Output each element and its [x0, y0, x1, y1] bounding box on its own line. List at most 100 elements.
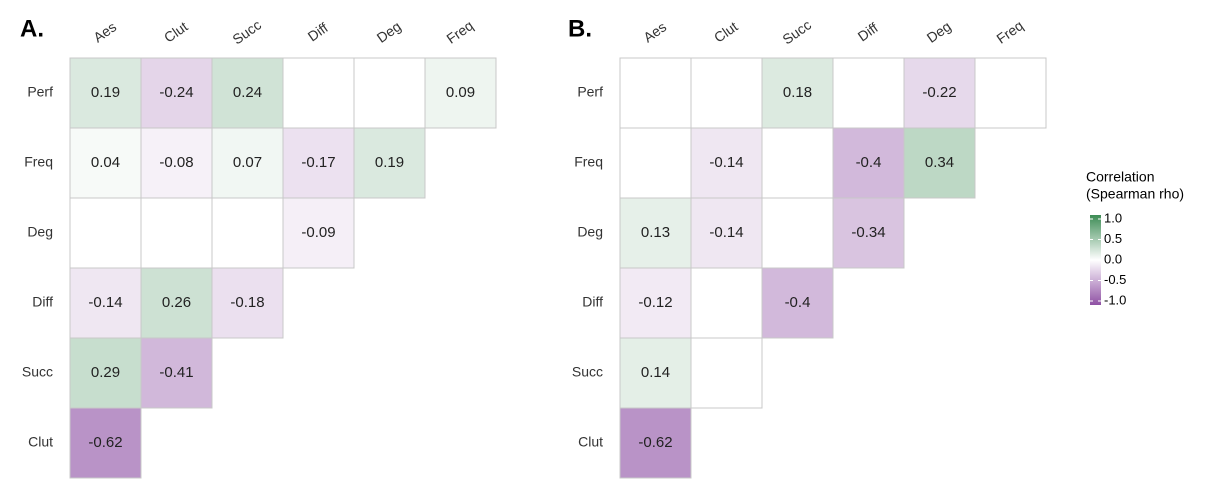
x-tick-label: Aes — [90, 18, 119, 45]
y-tick-label: Freq — [574, 154, 603, 170]
cell-label: -0.62 — [88, 434, 122, 451]
heatmap-cell — [619, 57, 692, 129]
heatmap-cell — [761, 267, 834, 339]
cell-label: -0.18 — [230, 294, 264, 311]
heatmap-cell — [761, 57, 834, 129]
heatmap-cell — [690, 127, 763, 199]
heatmap-cell — [211, 197, 284, 269]
cell-label: -0.17 — [301, 154, 335, 171]
x-tick-label: Diff — [305, 19, 331, 44]
y-tick-label: Succ — [572, 364, 603, 380]
cell-label: 0.19 — [91, 84, 120, 101]
colorbar-tick-label: 0.5 — [1104, 231, 1122, 246]
heatmap-cell — [832, 197, 905, 269]
cell-label: -0.62 — [638, 434, 672, 451]
heatmap-cell — [282, 197, 355, 269]
heatmap-cell — [974, 57, 1047, 129]
heatmap-cell — [619, 337, 692, 409]
cell-label: 0.13 — [641, 224, 670, 241]
heatmap-cell — [619, 197, 692, 269]
cell-label: 0.29 — [91, 364, 120, 381]
heatmap-cell — [832, 57, 905, 129]
heatmap-cell — [140, 337, 213, 409]
x-tick-label: Aes — [640, 18, 669, 45]
cell-label: 0.04 — [91, 154, 120, 171]
x-tick-label: Clut — [161, 18, 191, 45]
heatmap-cell — [282, 127, 355, 199]
cell-label: -0.4 — [785, 294, 811, 311]
x-tick-label: Diff — [855, 19, 881, 44]
cell-label: -0.4 — [856, 154, 882, 171]
x-tick-label: Deg — [924, 18, 954, 46]
y-tick-label: Succ — [22, 364, 53, 380]
heatmap-cell — [690, 337, 763, 409]
x-tick-label: Deg — [374, 18, 404, 46]
cell-label: 0.07 — [233, 154, 262, 171]
y-tick-label: Perf — [27, 84, 53, 100]
panel-label: A. — [20, 15, 44, 42]
heatmap-cell — [761, 197, 834, 269]
x-tick-label: Freq — [443, 17, 476, 47]
colorbar-tick-label: -0.5 — [1104, 272, 1126, 287]
heatmap-cell — [282, 57, 355, 129]
cell-label: 0.14 — [641, 364, 670, 381]
legend-title: Correlation — [1086, 169, 1154, 185]
heatmap-cell — [140, 267, 213, 339]
heatmap-cell — [140, 127, 213, 199]
heatmap-cell — [140, 57, 213, 129]
y-tick-label: Diff — [582, 294, 603, 310]
y-tick-label: Deg — [577, 224, 603, 240]
heatmap-cell — [619, 267, 692, 339]
y-tick-label: Clut — [28, 434, 53, 450]
heatmap-cell — [619, 127, 692, 199]
cell-label: -0.09 — [301, 224, 335, 241]
y-tick-label: Deg — [27, 224, 53, 240]
cell-label: -0.24 — [159, 84, 193, 101]
heatmap-cell — [69, 197, 142, 269]
colorbar — [1090, 215, 1101, 305]
cell-label: -0.14 — [709, 224, 743, 241]
colorbar-tick-label: 0.0 — [1104, 251, 1122, 266]
heatmap-cell — [211, 267, 284, 339]
heatmap-cell — [619, 407, 692, 479]
cell-label: -0.34 — [851, 224, 885, 241]
colorbar-tick-label: -1.0 — [1104, 292, 1126, 307]
heatmap-cell — [832, 127, 905, 199]
heatmap-cell — [69, 337, 142, 409]
cell-label: 0.18 — [783, 84, 812, 101]
x-tick-label: Freq — [993, 17, 1026, 47]
y-tick-label: Clut — [578, 434, 603, 450]
legend-title: (Spearman rho) — [1086, 186, 1184, 202]
cell-label: -0.22 — [922, 84, 956, 101]
cell-label: 0.34 — [925, 154, 954, 171]
x-tick-label: Clut — [711, 18, 741, 45]
cell-label: -0.14 — [709, 154, 743, 171]
cell-label: -0.41 — [159, 364, 193, 381]
y-tick-label: Diff — [32, 294, 53, 310]
cell-label: -0.14 — [88, 294, 122, 311]
cell-label: -0.08 — [159, 154, 193, 171]
cell-label: 0.24 — [233, 84, 262, 101]
heatmap-cell — [353, 57, 426, 129]
x-tick-label: Succ — [229, 16, 264, 47]
panel-label: B. — [568, 15, 592, 42]
heatmap-cell — [69, 57, 142, 129]
heatmap-cell — [211, 57, 284, 129]
cell-label: 0.19 — [375, 154, 404, 171]
heatmap-cell — [903, 127, 976, 199]
heatmap-cell — [353, 127, 426, 199]
x-tick-label: Succ — [779, 16, 814, 47]
cell-label: 0.26 — [162, 294, 191, 311]
heatmap-cell — [69, 407, 142, 479]
cell-label: -0.12 — [638, 294, 672, 311]
heatmap-cell — [140, 197, 213, 269]
heatmap-cell — [690, 197, 763, 269]
colorbar-tick-label: 1.0 — [1104, 210, 1122, 225]
heatmap-cell — [690, 267, 763, 339]
heatmap-cell — [690, 57, 763, 129]
y-tick-label: Freq — [24, 154, 53, 170]
heatmap-cell — [903, 57, 976, 129]
heatmap-cell — [761, 127, 834, 199]
y-tick-label: Perf — [577, 84, 603, 100]
